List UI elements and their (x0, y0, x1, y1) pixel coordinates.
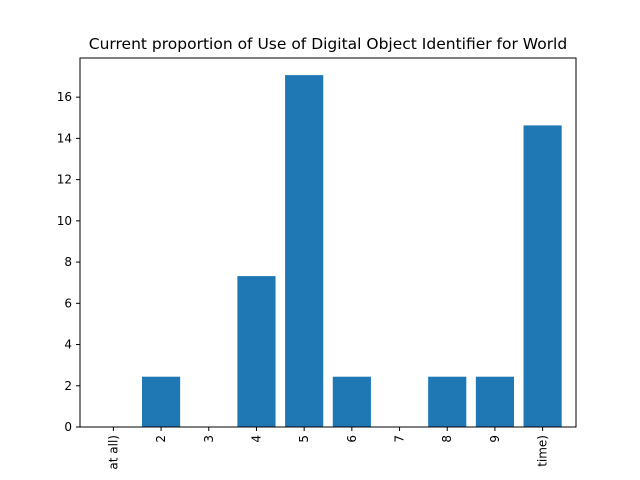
y-tick-label: 14 (57, 131, 72, 145)
bar-9 (523, 125, 562, 428)
y-tick-label: 4 (64, 338, 72, 352)
y-tick-label: 12 (57, 173, 72, 187)
y-tick-label: 6 (64, 296, 72, 310)
x-tick-label: time) (536, 435, 550, 467)
bar-4 (285, 75, 324, 428)
bar-8 (475, 376, 514, 427)
x-tick-label: 2 (154, 435, 168, 443)
y-tick-label: 0 (64, 420, 72, 434)
bar-5 (332, 376, 371, 427)
y-tick-label: 16 (57, 90, 72, 104)
x-tick-label: 4 (249, 435, 263, 443)
x-tick-label: 9 (488, 435, 502, 443)
y-tick-label: 8 (64, 255, 72, 269)
bar-7 (428, 376, 467, 427)
x-tick-label: 7 (393, 435, 407, 443)
y-tick-label: 2 (64, 379, 72, 393)
chart-title: Current proportion of Use of Digital Obj… (89, 35, 567, 53)
bars-group (142, 75, 562, 428)
x-tick-label: 8 (440, 435, 454, 443)
x-tick-label: 6 (345, 435, 359, 443)
bar-1 (142, 376, 181, 427)
x-tick-label: at all) (106, 435, 120, 470)
bar-3 (237, 276, 276, 427)
y-axis: 0 2 4 6 8 10 12 14 16 (57, 90, 80, 434)
x-axis: at all) 2 3 4 5 6 7 8 9 time) (106, 427, 550, 470)
x-tick-label: 3 (202, 435, 216, 443)
plot-frame (79, 57, 577, 428)
x-tick-label: 5 (297, 435, 311, 443)
y-tick-label: 10 (57, 214, 72, 228)
